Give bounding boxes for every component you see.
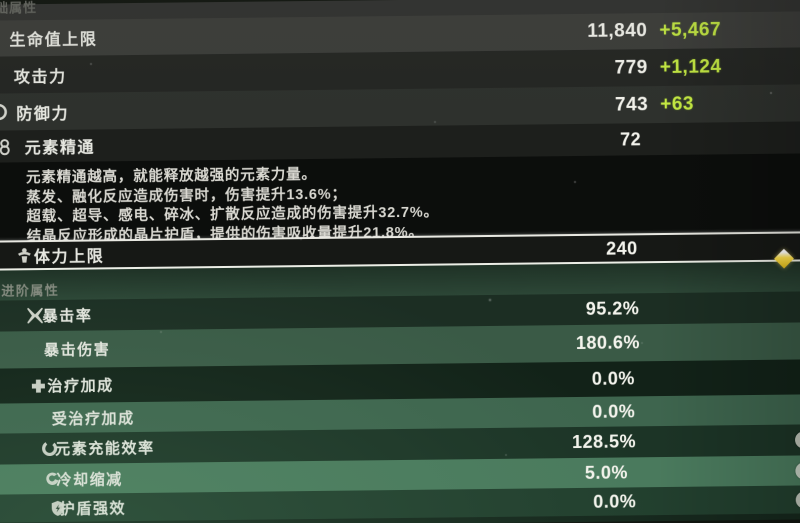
stamina-icon [16,247,33,264]
base-section-title: 基础属性 [0,0,38,16]
stat-label: 护盾强效 [59,499,127,518]
def-icon [0,103,7,121]
stat-label: 暴击伤害 [43,341,111,360]
healing-bonus-icon [30,378,46,394]
stat-bonus-value: +63 [660,93,695,115]
stat-value: 95.2% [585,298,640,319]
stat-value: 0.0% [593,490,637,512]
stat-row-elemental-mastery[interactable]: 元素精通 72 [0,121,800,163]
stat-label: 攻击力 [13,68,67,86]
stat-value: 180.6% [575,332,641,354]
stat-value: 5.0% [584,461,629,483]
stat-value: 11,840 [587,20,648,42]
elemental-mastery-icon [0,138,13,155]
stat-bonus-value: +1,124 [659,55,722,78]
stat-row-crit-rate[interactable]: 暴击率 95.2% [0,291,800,332]
help-icon[interactable]: ? [795,490,800,509]
stat-label: 治疗加成 [47,377,114,396]
stat-row-def[interactable]: 防御力 743 +63 [0,84,800,131]
stat-row-energy-recharge[interactable]: 元素充能效率 128.5% ? [0,424,800,465]
stat-value: 0.0% [591,368,635,389]
stat-value: 779 [614,56,648,79]
stat-row-max-stamina[interactable]: 体力上限 240 [0,231,800,271]
stat-label: 冷却缩减 [56,470,123,489]
stat-label: 体力上限 [33,248,105,267]
stat-value: 0.0% [592,400,636,422]
elemental-mastery-tooltip: 元素精通越高，就能释放越强的元素力量。 蒸发、融化反应造成伤害时，伤害提升13.… [0,153,800,245]
help-icon[interactable]: ? [795,461,800,480]
stat-bonus-value: +5,467 [659,19,722,42]
advanced-section-title: 进阶属性 [1,282,60,299]
stat-value: 72 [619,128,642,149]
stat-label: 受治疗加成 [51,409,135,428]
stat-label: 元素充能效率 [55,439,155,458]
stat-value: 743 [614,93,649,116]
shield-strength-icon [50,499,66,516]
stat-label: 生命值上限 [9,31,98,50]
stat-value: 240 [605,237,638,259]
help-icon[interactable]: ? [794,431,800,449]
stat-value: 128.5% [571,431,637,453]
stat-label: 防御力 [16,105,70,123]
energy-recharge-icon [41,440,58,457]
crit-rate-icon [26,307,43,324]
stat-row-cd-reduction[interactable]: 冷却缩减 5.0% ? [0,455,800,495]
stat-label: 元素精通 [24,139,96,158]
cd-reduction-icon [44,471,60,487]
stat-label: 暴击率 [42,307,93,326]
stat-row-shield-strength[interactable]: 护盾强效 0.0% ? [0,485,800,523]
stat-row-healing-bonus[interactable]: 治疗加成 0.0% [0,359,800,404]
